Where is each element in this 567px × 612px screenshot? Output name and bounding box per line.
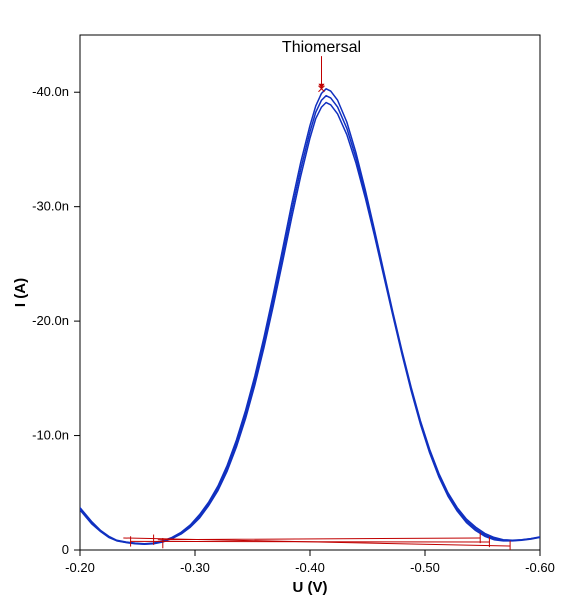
chart-container: -0.20 -0.30 -0.40 -0.50 -0.60 0 -10.0n -20.0n -3… [0,0,567,612]
svg-text:-0.60: -0.60 [525,560,555,575]
svg-text:-0.20: -0.20 [65,560,95,575]
voltammogram-chart: -0.20 -0.30 -0.40 -0.50 -0.60 0 -10.0n -20.0n -3… [0,0,567,612]
svg-text:-0.30: -0.30 [180,560,210,575]
svg-text:-0.40: -0.40 [295,560,325,575]
svg-text:-10.0n: -10.0n [32,428,69,443]
svg-text:0: 0 [62,542,69,557]
svg-text:I (A): I (A) [12,278,29,307]
svg-text:Thiomersal: Thiomersal [282,39,361,56]
svg-text:-0.50: -0.50 [410,560,440,575]
svg-text:-30.0n: -30.0n [32,199,69,214]
svg-text:U (V): U (V) [293,579,328,596]
svg-text:-40.0n: -40.0n [32,84,69,99]
svg-text:-20.0n: -20.0n [32,313,69,328]
